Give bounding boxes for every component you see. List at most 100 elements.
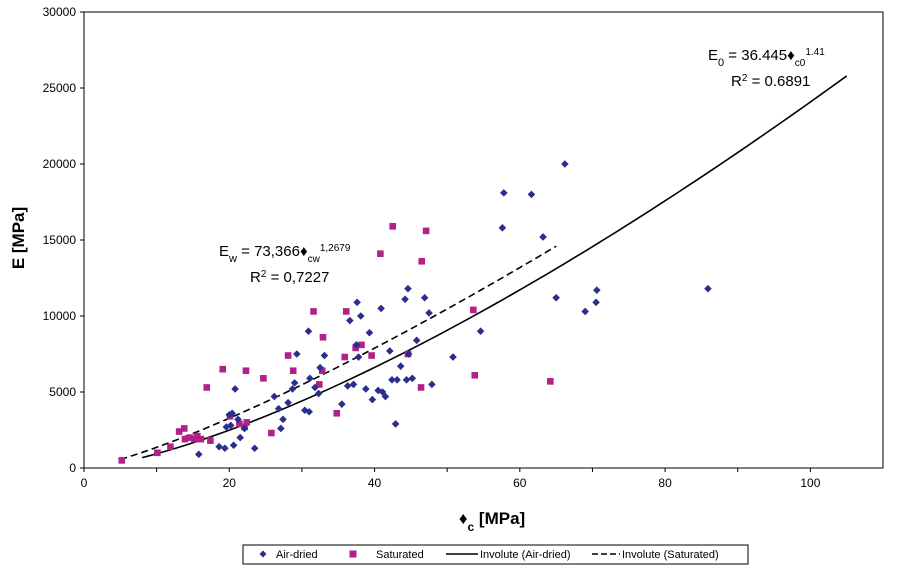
- air-dried-point: [284, 398, 292, 407]
- air-dried-point: [356, 312, 365, 320]
- saturated-point: [243, 419, 251, 426]
- y-tick-label: 20000: [43, 157, 77, 171]
- air-dried-point: [352, 341, 361, 349]
- air-dried-point: [704, 284, 712, 293]
- air-dried-point: [314, 389, 323, 398]
- air-dried-point: [385, 347, 394, 355]
- air-dried-point: [401, 295, 409, 304]
- air-dried-point: [428, 380, 436, 389]
- trend-line-air-dried: [141, 75, 848, 459]
- saturated-point: [377, 250, 384, 257]
- legend-item-involute-air-dried: Involute (Air-dried): [446, 549, 570, 561]
- air-dried-point: [194, 450, 203, 459]
- air-dried-point: [274, 404, 283, 413]
- legend-box: [242, 544, 749, 565]
- saturated-point: [242, 367, 250, 375]
- saturated-point: [154, 449, 161, 457]
- legend-marker-saturated: [349, 550, 357, 558]
- saturated-point: [191, 435, 198, 443]
- air-dried-point: [236, 433, 244, 442]
- y-tick-label: 25000: [43, 81, 77, 95]
- x-tick-label: 20: [223, 476, 237, 490]
- air-dried-point: [353, 298, 361, 307]
- air-dried-point: [316, 363, 324, 372]
- saturated-point: [358, 341, 365, 349]
- air-dried-point: [305, 407, 313, 416]
- air-dried-point: [288, 385, 297, 393]
- saturated-point: [260, 375, 267, 382]
- air-dried-point: [396, 362, 405, 370]
- tick-labels: 0 20 40 60 80 100 0 5000 10000 15000 20000 25000 300…: [43, 5, 821, 490]
- air-dried-point: [420, 293, 429, 302]
- saturated-point: [319, 333, 327, 341]
- x-tick-label: 40: [368, 476, 382, 490]
- saturated-point: [181, 435, 189, 443]
- saturated-point: [284, 352, 292, 359]
- x-tick-label: 0: [81, 476, 88, 490]
- air-dried-point: [338, 400, 346, 408]
- saturated-point: [341, 353, 349, 361]
- saturated-point: [175, 428, 183, 435]
- air-dried-point: [500, 189, 508, 197]
- air-dried-point: [449, 353, 457, 361]
- saturated-point: [197, 435, 205, 443]
- air-dried-point: [290, 379, 299, 387]
- y-tick-label: 0: [69, 461, 76, 475]
- air-dried-point: [234, 415, 242, 424]
- saturated-point: [180, 425, 188, 432]
- air-dried-point: [393, 376, 401, 384]
- air-dried-point: [391, 420, 400, 428]
- air-dried-point: [412, 336, 421, 345]
- air-dried-point: [552, 293, 560, 302]
- x-tick-label: 100: [800, 476, 820, 490]
- air-dried-point: [228, 409, 236, 418]
- svg-text:Ew = 73,366♦cw1,2679: Ew = 73,366♦cw1,2679: [219, 243, 351, 266]
- data-points: [118, 160, 712, 464]
- legend: Air-dried Saturated Involute (Air-dried)…: [242, 544, 749, 565]
- svg-text:Air-dried: Air-dried: [276, 549, 318, 561]
- saturated-point: [268, 429, 275, 437]
- air-dried-point: [354, 353, 363, 361]
- saturated-point: [207, 437, 214, 444]
- saturated-point: [470, 306, 477, 314]
- svg-text:R2 = 0,7227: R2 = 0,7227: [250, 269, 329, 287]
- saturated-point: [389, 223, 396, 230]
- saturated-point: [368, 352, 375, 359]
- air-dried-point: [346, 316, 354, 325]
- axes: [80, 11, 884, 472]
- air-dried-point: [225, 411, 234, 419]
- y-axis-title: E [MPa]: [9, 207, 28, 269]
- saturated-point: [316, 381, 323, 388]
- saturated-point: [547, 378, 554, 385]
- x-tick-label: 60: [513, 476, 527, 490]
- air-dried-point: [425, 309, 433, 317]
- air-dried-point: [362, 385, 370, 393]
- saturated-point: [318, 367, 326, 375]
- air-dried-point: [498, 224, 507, 232]
- svg-text:R2 = 0.6891: R2 = 0.6891: [731, 73, 810, 91]
- svg-text:Saturated: Saturated: [376, 549, 424, 561]
- trend-line-saturated: [120, 245, 557, 461]
- x-axis-title-sub: c: [468, 520, 475, 534]
- saturated-point: [418, 257, 426, 265]
- air-dried-point: [229, 441, 238, 449]
- air-dried-point: [408, 374, 417, 383]
- air-dried-point: [388, 376, 396, 384]
- air-dried-point: [293, 350, 301, 358]
- x-axis-title-unit: [MPa]: [474, 509, 525, 528]
- air-dried-point: [304, 327, 313, 335]
- air-dried-point: [231, 385, 239, 393]
- air-dried-point: [306, 374, 314, 383]
- air-dried-point: [581, 307, 589, 316]
- legend-item-involute-saturated: Involute (Saturated): [592, 549, 719, 561]
- legend-item-saturated: Saturated: [349, 549, 424, 561]
- trend-lines: [120, 75, 848, 461]
- y-tick-label: 30000: [43, 5, 77, 19]
- legend-item-air-dried: Air-dried: [259, 549, 318, 561]
- saturated-point: [167, 443, 174, 451]
- air-dried-point: [527, 190, 536, 199]
- air-dried-point: [476, 327, 485, 335]
- x-tick-label: 80: [658, 476, 672, 490]
- saturated-point: [289, 367, 297, 375]
